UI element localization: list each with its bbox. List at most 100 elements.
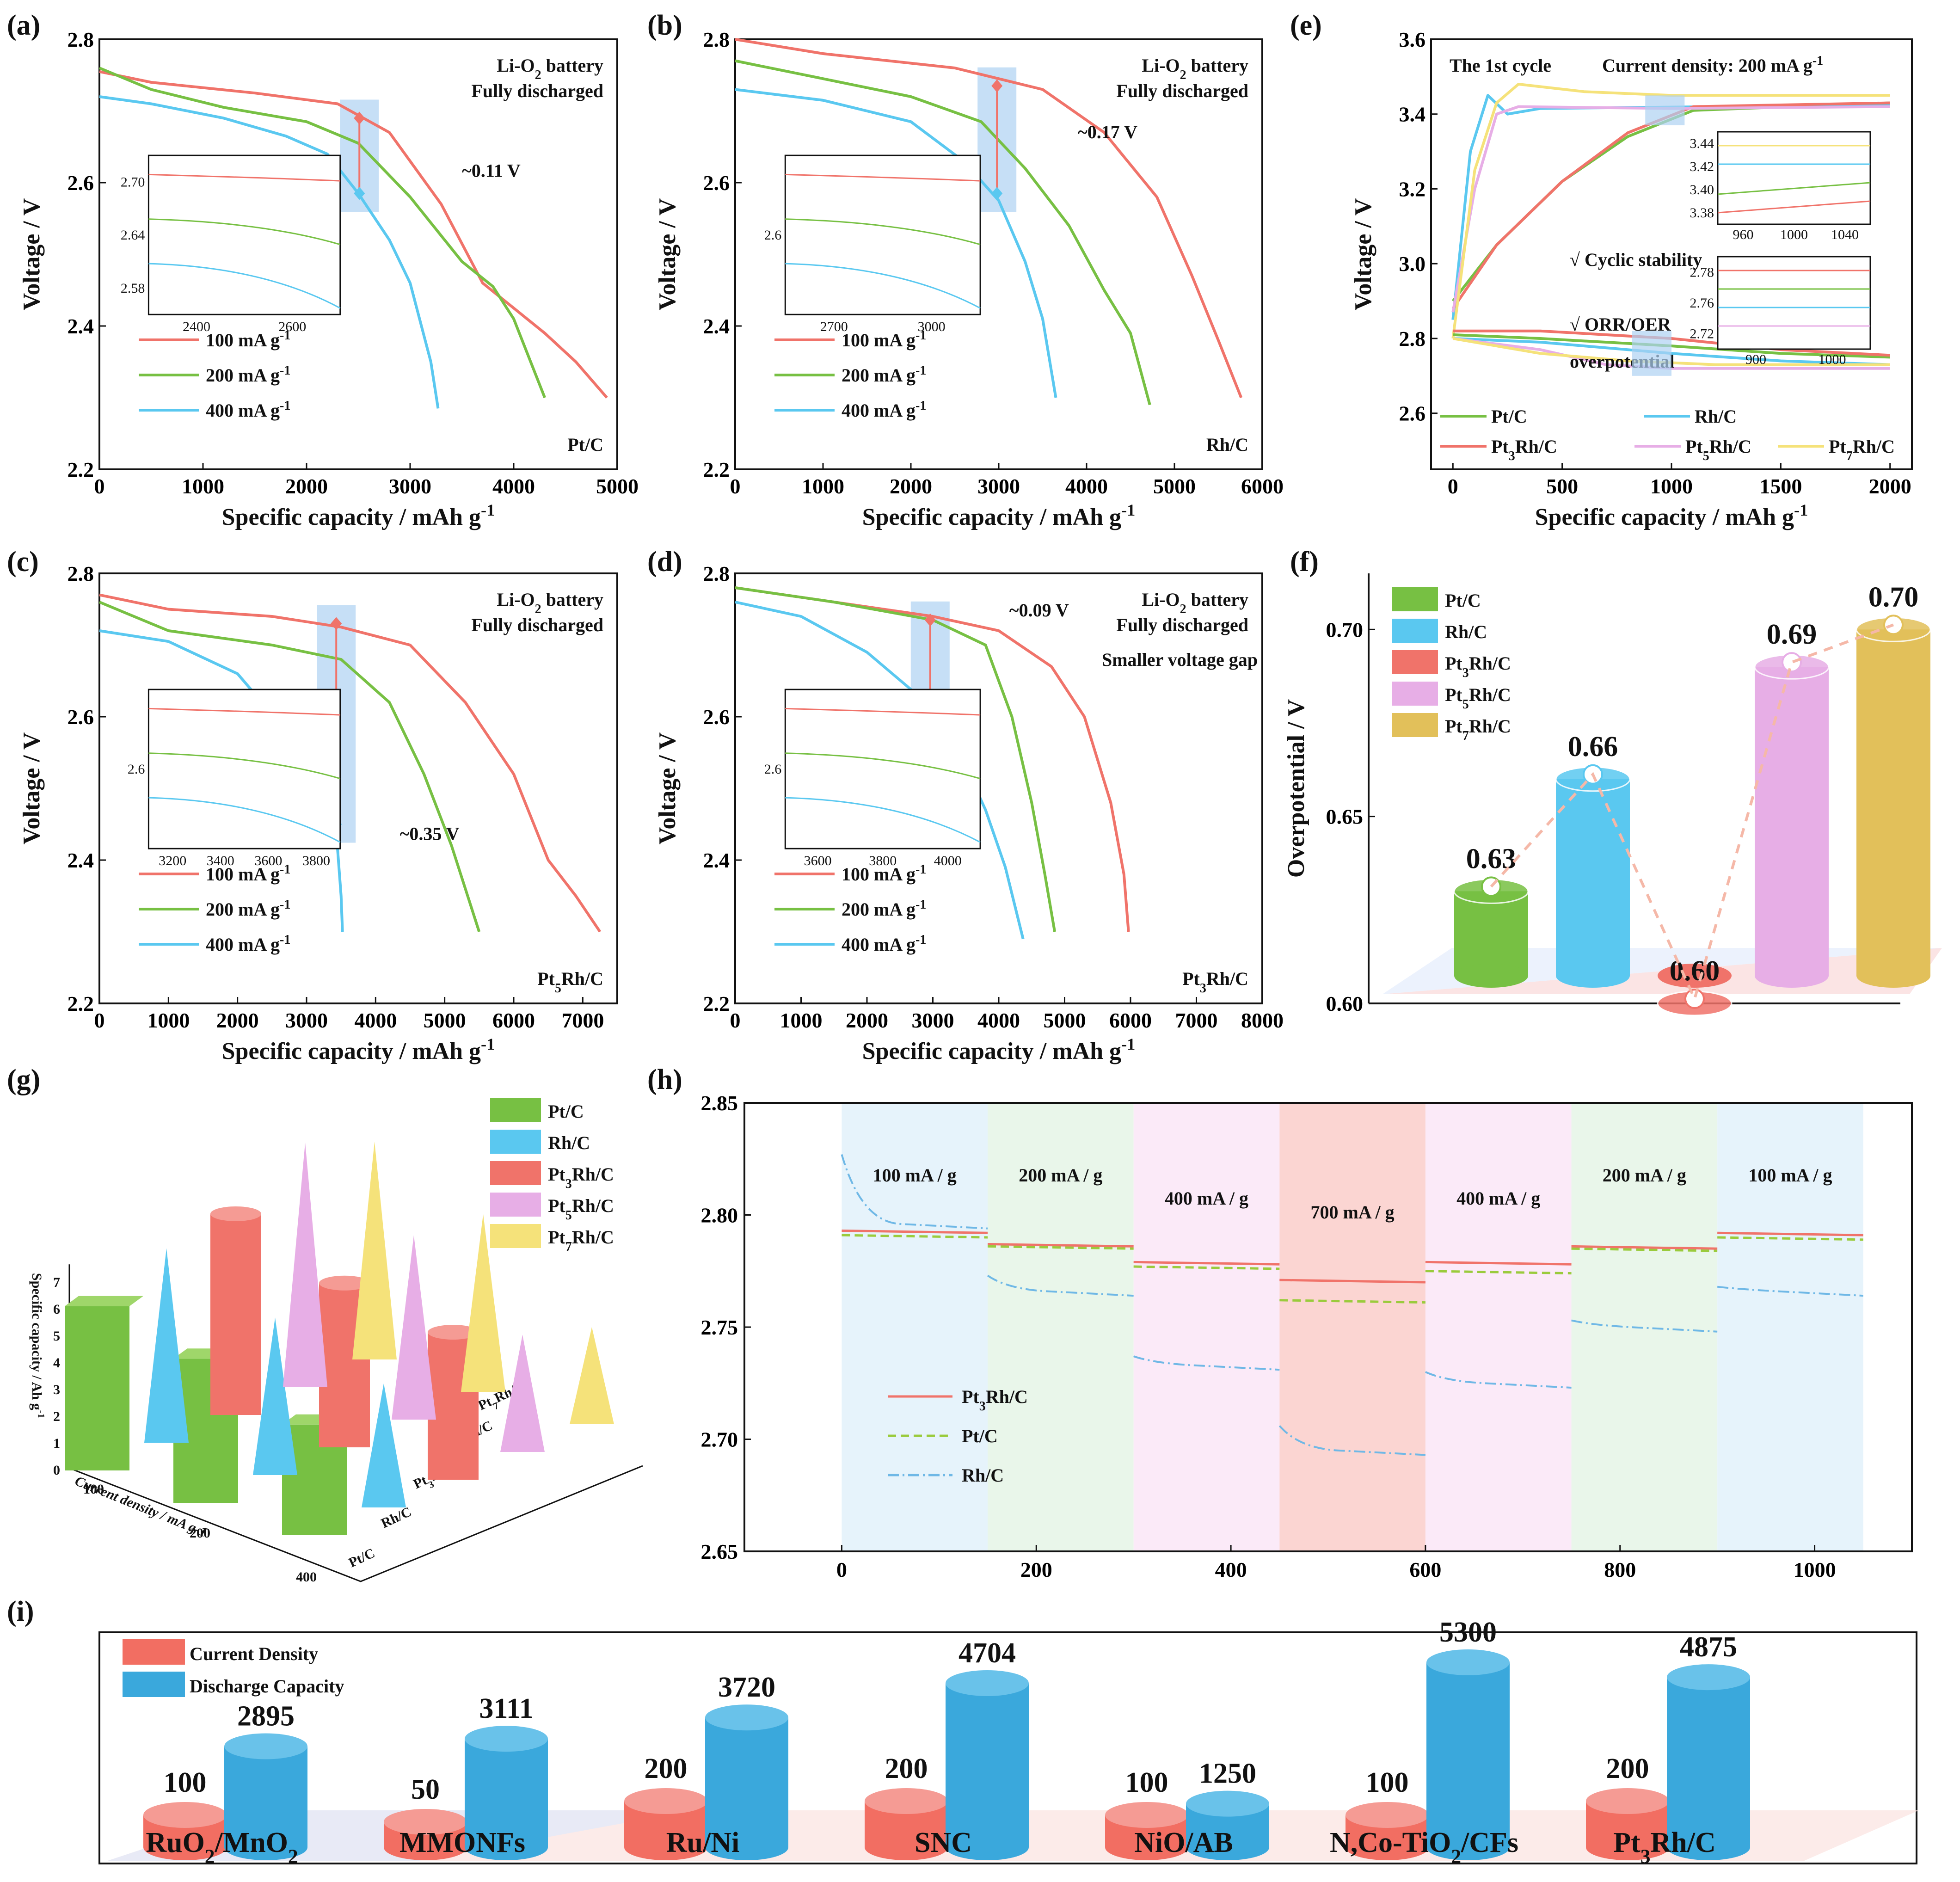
panel-label: (e) xyxy=(1290,10,1322,41)
battery-label: Li-O2 battery xyxy=(497,589,603,616)
y-axis-label: Voltage / V xyxy=(18,198,45,311)
legend-swatch xyxy=(123,1639,185,1665)
cone-Pt5Rh/C xyxy=(283,1142,327,1387)
bar-discharge-capacity xyxy=(224,1746,307,1847)
bar-top xyxy=(946,1670,1029,1696)
inset-x-tick: 2600 xyxy=(278,319,306,334)
x-tick-label: 3000 xyxy=(389,474,431,498)
legend-label: 400 mA g-1 xyxy=(206,933,290,955)
panel-f: 0.60 0.65 0.70 Overpotential / V 0.63 0.66 0.6… xyxy=(1283,573,1942,1016)
y-tick-label: 2.2 xyxy=(68,992,94,1015)
panel-label: (h) xyxy=(647,1064,682,1095)
x-tick-label: 400 xyxy=(1215,1558,1247,1581)
x-axis-label: Specific capacity / mAh g-1 xyxy=(1535,501,1808,530)
sample-label: Pt/C xyxy=(567,434,603,455)
series-line-200mAg1 xyxy=(98,67,546,399)
x-tick-label: 3000 xyxy=(977,474,1020,498)
inset-line xyxy=(148,752,341,780)
legend-label: Pt/C xyxy=(548,1101,584,1122)
inset-x-tick: 3400 xyxy=(207,853,234,868)
legend-label: 200 mA g-1 xyxy=(206,363,290,386)
y-tick-label: 3.2 xyxy=(1399,177,1426,201)
y-tick-label: 2.8 xyxy=(68,28,94,51)
x-tick-label: 0 xyxy=(730,474,741,498)
discharge-label: Fully discharged xyxy=(1116,615,1248,635)
x-tick-label: 4000 xyxy=(492,474,535,498)
bar-discharge-capacity xyxy=(1667,1677,1750,1847)
inset-y-tick: 2.70 xyxy=(121,174,145,190)
z-tick-label: 3 xyxy=(53,1382,60,1397)
rate-label: 700 mA / g xyxy=(1311,1202,1395,1223)
bar-ball xyxy=(1684,989,1705,1009)
legend-label: 200 mA g-1 xyxy=(842,898,926,920)
y-tick-label: 2.6 xyxy=(703,705,730,729)
inset-y-tick: 2.6 xyxy=(128,762,145,777)
y-tick-label: 2.70 xyxy=(701,1428,738,1451)
x-tick-label: 200 xyxy=(190,1525,210,1541)
x-tick-label: 1000 xyxy=(182,474,224,498)
series-line-Pt3RhC xyxy=(1451,101,1890,309)
y-tick-label: 2.80 xyxy=(701,1204,738,1227)
y-tick-label: 2.6 xyxy=(1399,402,1426,425)
inset: 900 1000 2.78 2.76 2.72 xyxy=(1690,256,1871,367)
bar-value-label: 0.63 xyxy=(1466,843,1517,874)
category-label: MMONFs xyxy=(399,1827,525,1858)
legend-label: Rh/C xyxy=(1445,621,1487,642)
category-label: Pt/C xyxy=(346,1545,377,1571)
sample-label: Pt3Rh/C xyxy=(1182,968,1248,996)
floor-edge xyxy=(69,1465,643,1582)
panel-e-title-left: The 1st cycle xyxy=(1450,55,1551,76)
cone-Rh/C xyxy=(144,1248,189,1443)
y-axis-label: Voltage / V xyxy=(654,732,681,845)
panel-label: (f) xyxy=(1290,546,1319,578)
inset-frame xyxy=(1717,256,1871,350)
z-tick-label: 2 xyxy=(53,1409,60,1424)
bar-discharge-capacity xyxy=(465,1739,548,1847)
y-axis-label: Voltage / V xyxy=(18,732,45,845)
series-line-400mAg1 xyxy=(99,95,440,409)
bar-base xyxy=(1346,1834,1429,1860)
z-tick-label: 1 xyxy=(53,1436,60,1451)
bar-discharge-capacity xyxy=(705,1717,788,1847)
inset-line xyxy=(1717,182,1871,195)
x-axis-label: Specific capacity / mAh g-1 xyxy=(222,501,495,530)
y-axis-label: Overpotential / V xyxy=(1283,699,1309,878)
series-Pt3Rh-segment xyxy=(1571,1245,1718,1250)
z-tick-label: 7 xyxy=(53,1275,60,1290)
rate-region xyxy=(1717,1103,1863,1551)
discharge-label: Fully discharged xyxy=(1116,80,1248,101)
panel-a: 0 1000 2000 3000 4000 5000 2.2 2.4 2.6 2.8 Specifi… xyxy=(18,28,639,530)
x-tick-label: 1000 xyxy=(147,1009,190,1032)
legend-label: Pt3Rh/C xyxy=(548,1164,614,1191)
x-tick-label: 400 xyxy=(296,1569,317,1585)
panel-label: (c) xyxy=(7,546,39,578)
current-density-value: 50 xyxy=(411,1774,440,1805)
series-line-100mAg1 xyxy=(99,593,602,933)
y-tick-label: 2.2 xyxy=(703,992,730,1015)
y-axis-label: Voltage / V xyxy=(654,198,681,311)
x-tick-label: 5000 xyxy=(1044,1009,1086,1032)
series-Pt3Rh-segment xyxy=(1133,1261,1280,1266)
x-tick-label: 0 xyxy=(94,1009,105,1032)
y-tick-label: 0.65 xyxy=(1326,805,1364,829)
rate-label: 200 mA / g xyxy=(1019,1165,1102,1186)
inset-line xyxy=(148,218,341,246)
legend-swatch xyxy=(1392,713,1438,737)
x-tick-label: 1000 xyxy=(1794,1558,1836,1581)
bar-base xyxy=(1454,964,1528,988)
series-RhC-segment xyxy=(1278,1425,1426,1456)
inset-y-tick: 3.44 xyxy=(1690,136,1714,151)
panel-label: (d) xyxy=(647,546,682,578)
series-PtC-segment xyxy=(1425,1270,1572,1275)
gap-marker-bottom xyxy=(354,187,365,200)
legend-label: 200 mA g-1 xyxy=(206,898,290,920)
y-tick-label: 2.65 xyxy=(701,1540,738,1563)
x-tick-label: 0 xyxy=(730,1009,741,1032)
y-tick-label: 3.6 xyxy=(1399,28,1426,51)
panel-d: 0 1000 2000 3000 4000 5000 6000 7000 8000 2.2 2.4 2… xyxy=(654,562,1284,1064)
legend-swatch xyxy=(490,1193,541,1217)
x-tick-label: 6000 xyxy=(492,1009,535,1032)
category-label: Ru/Ni xyxy=(666,1827,739,1858)
rate-label: 200 mA / g xyxy=(1603,1165,1686,1186)
x-axis-label: Specific capacity / mAh g-1 xyxy=(862,1035,1136,1064)
